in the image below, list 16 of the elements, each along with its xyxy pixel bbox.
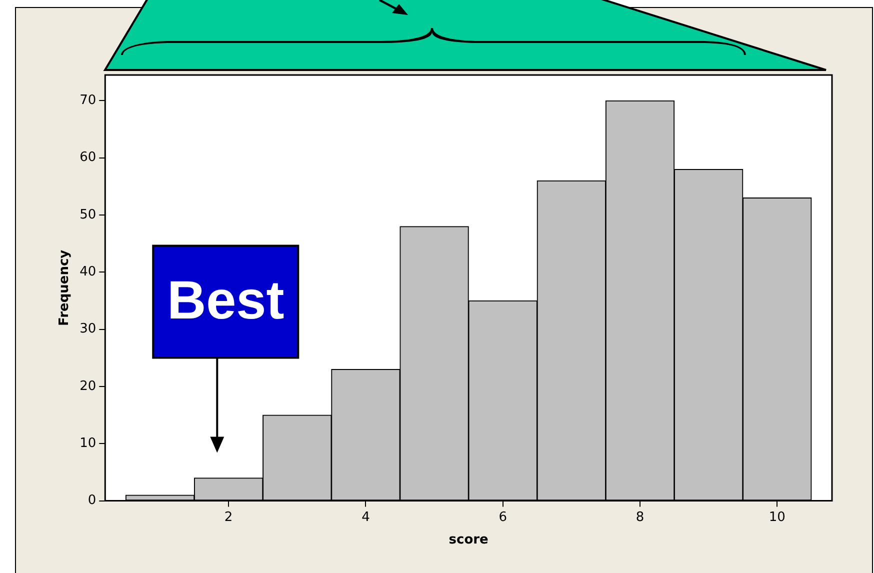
x-tick-label: 4 — [362, 510, 370, 525]
y-tick-label: 50 — [80, 207, 96, 222]
x-tick-label: 6 — [498, 510, 507, 525]
y-tick-label: 0 — [88, 493, 96, 508]
y-tick-label: 20 — [80, 378, 96, 394]
x-tick-label: 2 — [224, 510, 233, 525]
y-tick-label: 10 — [80, 436, 96, 452]
annotation: Best — [167, 270, 284, 331]
y-tick-label: 40 — [80, 264, 96, 280]
y-tick-label: 30 — [80, 322, 96, 337]
y-tick-label: 60 — [80, 150, 96, 166]
x-tick-label: 10 — [768, 510, 786, 525]
x-axis-title: score — [448, 532, 489, 548]
x-tick-label: 8 — [636, 510, 644, 525]
y-axis-title: Frequency — [57, 249, 72, 326]
y-tick-label: 70 — [80, 93, 96, 108]
